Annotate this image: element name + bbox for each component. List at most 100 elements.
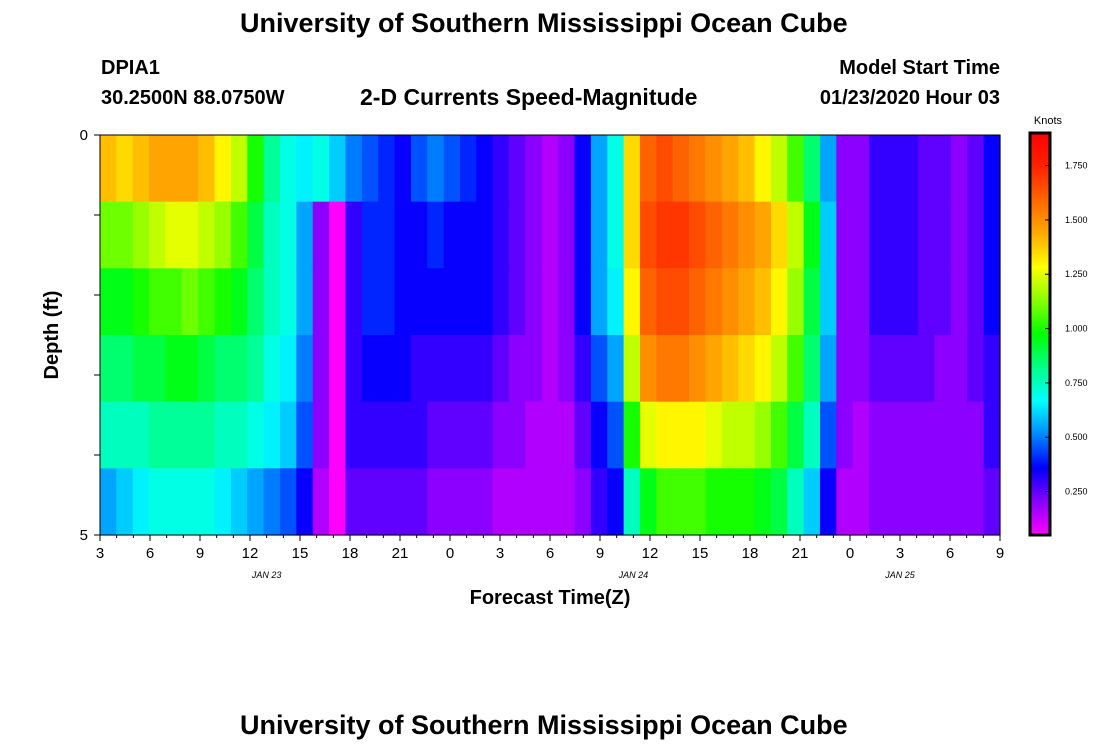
heatmap-cell	[672, 268, 690, 336]
x-day-label: JAN 25	[884, 570, 916, 580]
heatmap-cell	[558, 468, 576, 536]
heatmap-cell	[312, 268, 330, 336]
heatmap-cell	[689, 135, 707, 203]
heatmap-cell	[983, 401, 1001, 469]
heatmap-cell	[640, 201, 657, 269]
heatmap-cell	[836, 135, 854, 203]
heatmap-cell	[689, 335, 707, 403]
heatmap-cell	[803, 268, 821, 336]
heatmap-cell	[705, 201, 723, 269]
colorbar-tick-label: 0.750	[1065, 378, 1088, 388]
heatmap-cell	[378, 468, 396, 536]
heatmap-cell	[852, 468, 870, 536]
heatmap-cell	[378, 268, 396, 336]
heatmap-cell	[738, 335, 756, 403]
heatmap-cell	[754, 135, 772, 203]
heatmap-cell	[149, 468, 167, 536]
heatmap-cell	[198, 468, 216, 536]
heatmap-cell	[738, 268, 756, 336]
heatmap-cell	[590, 401, 608, 469]
heatmap-cell	[869, 468, 887, 536]
heatmap-cell	[198, 401, 216, 469]
heatmap-cell	[640, 401, 657, 469]
heatmap-cell	[410, 135, 428, 203]
heatmap-cell	[574, 468, 592, 536]
heatmap-cell	[443, 335, 461, 403]
heatmap-cell	[214, 201, 232, 269]
heatmap-cell	[460, 201, 477, 269]
heatmap-cell	[345, 468, 363, 536]
heatmap-cell	[100, 135, 117, 203]
heatmap-cell	[476, 135, 494, 203]
heatmap-cell	[361, 401, 379, 469]
heatmap-cell	[590, 335, 608, 403]
heatmap-cell	[525, 268, 543, 336]
heatmap-cell	[754, 401, 772, 469]
footer-title: University of Southern Mississippi Ocean…	[240, 710, 848, 740]
heatmap-cell	[198, 135, 216, 203]
heatmap-cell	[869, 135, 887, 203]
heatmap-cell	[950, 335, 968, 403]
x-tick-label: 12	[642, 545, 659, 562]
heatmap-cell	[836, 468, 854, 536]
heatmap-cell	[803, 135, 821, 203]
heatmap-cell	[329, 335, 347, 403]
colorbar-tick-label: 1.500	[1065, 215, 1088, 225]
heatmap-cell	[443, 468, 461, 536]
heatmap-cell	[247, 335, 265, 403]
heatmap-cell	[705, 268, 723, 336]
heatmap-cell	[820, 268, 837, 336]
heatmap-cell	[885, 135, 903, 203]
heatmap-cell	[247, 401, 265, 469]
heatmap-cell	[296, 335, 314, 403]
x-tick-label: 21	[792, 545, 809, 562]
heatmap-cell	[361, 268, 379, 336]
heatmap-cell	[492, 335, 510, 403]
heatmap-cell	[525, 135, 543, 203]
x-tick-label: 18	[342, 545, 359, 562]
heatmap-cell	[345, 401, 363, 469]
heatmap-cell	[247, 201, 265, 269]
heatmap-cell	[230, 468, 248, 536]
heatmap-cell	[770, 468, 788, 536]
y-tick-label: 0	[80, 127, 88, 144]
heatmap-cell	[803, 335, 821, 403]
heatmap-cell	[934, 401, 952, 469]
heatmap-cell	[329, 201, 347, 269]
heatmap-cell	[901, 468, 919, 536]
heatmap-cell	[574, 268, 592, 336]
heatmap-cell	[885, 401, 903, 469]
heatmap-cell	[770, 135, 788, 203]
heatmap-cell	[787, 268, 805, 336]
heatmap-cell	[967, 268, 985, 336]
heatmap-cell	[885, 268, 903, 336]
heatmap-cell	[656, 201, 674, 269]
heatmap-cell	[541, 335, 559, 403]
heatmap-cell	[476, 468, 494, 536]
heatmap-cell	[492, 268, 510, 336]
heatmap-cell	[574, 335, 592, 403]
heatmap-cell	[541, 401, 559, 469]
heatmap-cell	[100, 401, 117, 469]
heatmap-cell	[345, 135, 363, 203]
x-tick-label: 9	[196, 545, 204, 562]
heatmap-cell	[967, 335, 985, 403]
heatmap-cell	[329, 401, 347, 469]
heatmap-cell	[525, 335, 543, 403]
heatmap-cell	[623, 401, 641, 469]
station-id: DPIA1	[101, 57, 160, 79]
heatmap-cell	[214, 135, 232, 203]
heatmap-cell	[116, 401, 134, 469]
heatmap-cell	[934, 268, 952, 336]
heatmap-cell	[100, 335, 117, 403]
heatmap-cell	[640, 135, 657, 203]
heatmap-cell	[983, 268, 1001, 336]
heatmap-cell	[541, 135, 559, 203]
heatmap-cell	[558, 335, 576, 403]
heatmap-cell	[361, 201, 379, 269]
heatmap-cell	[361, 135, 379, 203]
heatmap-cell	[132, 135, 150, 203]
heatmap-cell	[149, 268, 167, 336]
heatmap-cell	[541, 268, 559, 336]
heatmap-cell	[721, 268, 739, 336]
